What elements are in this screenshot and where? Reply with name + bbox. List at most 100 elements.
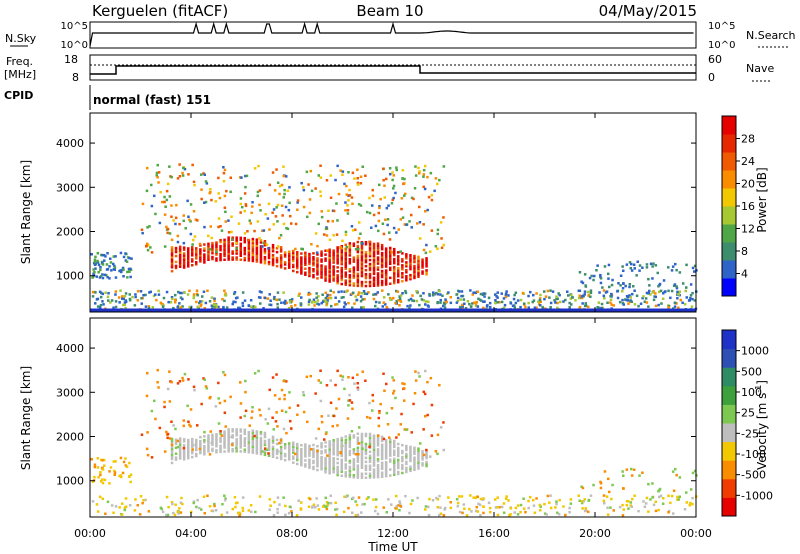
power-cell: [348, 242, 352, 245]
velocity-cell: [336, 469, 339, 473]
velocity-cell: [182, 458, 186, 461]
power-cell: [342, 305, 346, 309]
power-cell: [581, 302, 584, 305]
velocity-cell: [257, 369, 260, 373]
power-cell: [208, 248, 212, 251]
power-cell: [224, 220, 227, 223]
velocity-cell: [431, 499, 435, 502]
power-cell: [316, 269, 319, 272]
velocity-cell: [360, 442, 364, 446]
velocity-cell: [389, 438, 392, 441]
velocity-cell: [678, 476, 682, 479]
power-cell: [500, 300, 504, 304]
power-cell: [340, 274, 343, 278]
power-cell: [348, 258, 352, 261]
velocity-cell: [179, 501, 183, 504]
power-cell: [426, 208, 429, 212]
power-cell: [239, 197, 243, 200]
power-cell: [267, 252, 271, 256]
power-cell: [343, 301, 346, 304]
power-cell: [689, 283, 693, 286]
power-cell: [331, 220, 334, 223]
velocity-cell: [203, 439, 206, 442]
velocity-cell: [267, 454, 271, 457]
power-cell: [625, 298, 628, 302]
power-cell: [356, 264, 360, 268]
velocity-cell: [332, 463, 335, 466]
power-cell: [422, 168, 426, 172]
power-cell: [488, 301, 492, 305]
velocity-cell: [271, 437, 275, 441]
velocity-cell: [376, 438, 380, 441]
power-cell: [196, 219, 199, 222]
velocity-cell: [348, 459, 352, 463]
power-cell: [460, 290, 464, 293]
power-cell: [608, 285, 611, 289]
power-cell: [440, 246, 444, 249]
power-cell: [442, 304, 445, 308]
power-cell: [442, 216, 445, 219]
power-cell: [361, 165, 364, 168]
velocity-cell: [247, 439, 251, 442]
velocity-cell: [141, 501, 144, 505]
power-colorbar-swatch: [722, 224, 736, 243]
power-cell: [412, 299, 416, 303]
velocity-cell: [96, 457, 100, 460]
velocity-cell: [125, 465, 129, 468]
velocity-cell: [283, 452, 287, 456]
power-cell: [170, 254, 174, 257]
power-cell: [174, 266, 178, 270]
power-cell: [578, 294, 581, 297]
power-cell: [107, 299, 110, 302]
power-cell: [308, 292, 312, 296]
velocity-cell: [413, 450, 416, 454]
power-cell: [359, 204, 363, 207]
velocity-cell: [288, 442, 291, 445]
velocity-cell: [319, 369, 322, 372]
power-cell: [101, 292, 104, 296]
power-cell: [263, 255, 267, 259]
velocity-cell: [336, 471, 339, 475]
velocity-cell: [98, 495, 102, 499]
velocity-cell: [393, 467, 396, 470]
power-cell: [539, 297, 542, 300]
power-cell: [312, 270, 315, 273]
velocity-cell: [283, 458, 287, 462]
power-cell: [217, 176, 220, 180]
power-cell: [310, 243, 313, 246]
power-cell: [170, 204, 173, 207]
power-cell: [307, 303, 311, 306]
power-cell: [664, 290, 667, 293]
velocity-cell: [630, 467, 633, 471]
power-cell: [320, 254, 323, 257]
velocity-cell: [461, 511, 464, 515]
power-cell: [340, 290, 343, 293]
power-cell: [359, 295, 363, 298]
power-cell: [175, 203, 178, 207]
velocity-cell: [397, 470, 400, 474]
velocity-cell: [344, 467, 347, 470]
velocity-cell: [356, 466, 360, 469]
power-cell: [109, 257, 112, 260]
velocity-cell: [255, 440, 259, 443]
power-cell: [397, 261, 400, 264]
power-cell: [397, 228, 400, 231]
velocity-cell: [360, 456, 364, 460]
power-colorbar-tick-label: 12: [741, 223, 755, 236]
velocity-cell: [603, 502, 606, 505]
velocity-cell: [283, 454, 287, 458]
power-colorbar-swatch: [722, 242, 736, 261]
velocity-cell: [417, 459, 420, 462]
power-cell: [174, 264, 178, 268]
velocity-cell: [172, 424, 175, 427]
power-cell: [191, 258, 194, 261]
velocity-cell: [296, 454, 299, 458]
velocity-cell: [189, 510, 193, 514]
velocity-cell: [316, 468, 319, 472]
power-cell: [360, 264, 364, 268]
power-cell: [675, 286, 679, 290]
velocity-cell: [424, 508, 427, 511]
power-cell: [449, 296, 452, 299]
velocity-cell: [522, 507, 526, 510]
